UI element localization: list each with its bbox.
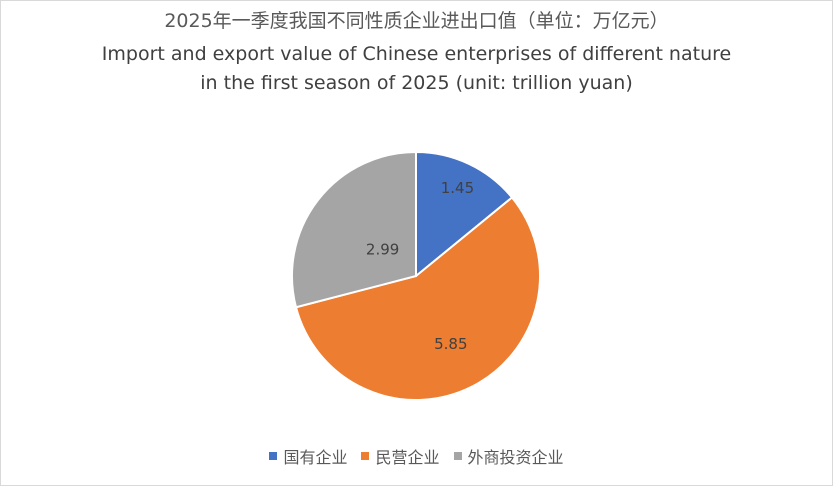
pie-slice-1 [415, 150, 514, 279]
chart-title-english-line2: in the first season of 2025 (unit: trill… [200, 72, 633, 94]
legend-label: 外商投资企业 [467, 448, 564, 467]
legend-swatch-icon [453, 452, 462, 460]
data-label-3: 2.99 [366, 241, 399, 259]
chart-title-english-line1: Import and export value of Chinese enter… [101, 43, 732, 65]
legend-item-3: 外商投资企业 [453, 444, 564, 468]
legend-swatch-icon [269, 452, 278, 460]
legend-swatch-icon [361, 452, 370, 460]
pie-slice-2 [294, 196, 541, 401]
legend-item-1: 国有企业 [269, 444, 347, 468]
chart-legend: 国有企业 民营企业 外商投资企业 [0, 444, 833, 468]
pie-slice-3 [291, 150, 417, 309]
legend-label: 国有企业 [283, 448, 348, 467]
chart-title-chinese: 2025年一季度我国不同性质企业进出口值（单位：万亿元） [164, 10, 669, 32]
legend-label: 民营企业 [375, 448, 440, 467]
legend-item-2: 民营企业 [361, 444, 440, 468]
data-label-1: 1.45 [441, 179, 474, 197]
data-label-2: 5.85 [434, 335, 467, 353]
